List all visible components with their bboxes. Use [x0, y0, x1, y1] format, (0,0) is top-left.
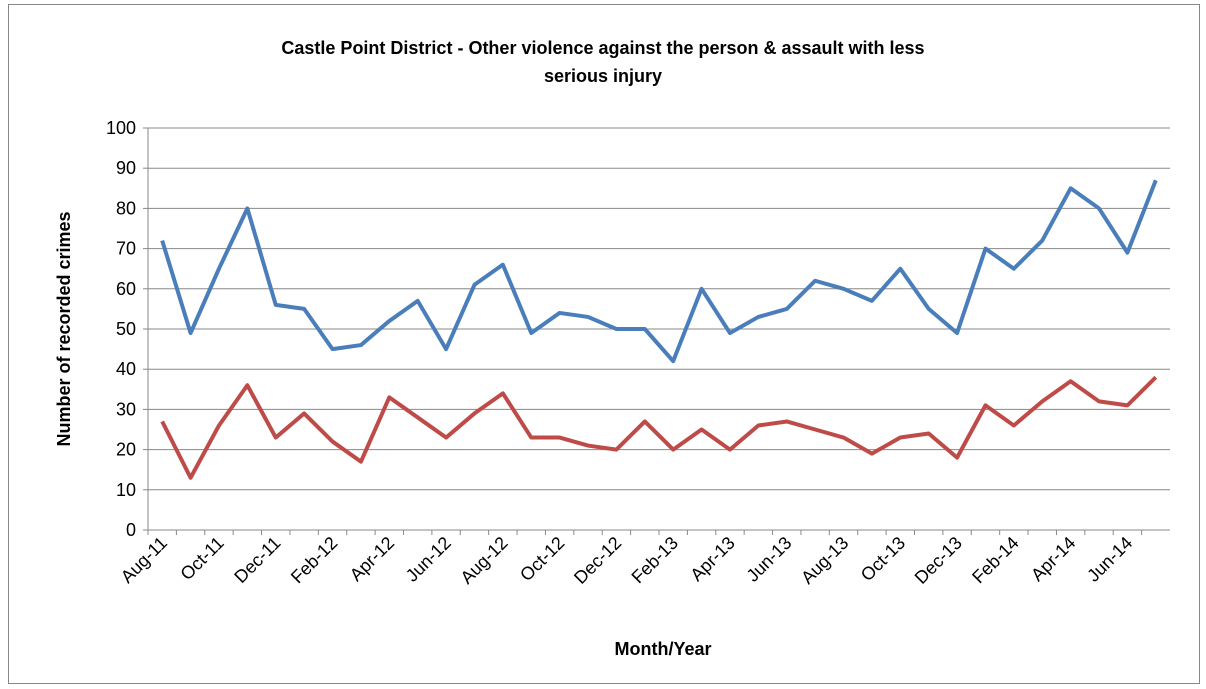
chart-frame — [8, 4, 1200, 684]
y-tick-label: 70 — [116, 239, 136, 259]
y-tick-label: 30 — [116, 399, 136, 419]
y-tick-label: 60 — [116, 279, 136, 299]
x-tick-label: Oct-13 — [857, 533, 909, 585]
x-tick-label: Aug-12 — [457, 533, 512, 588]
y-tick-label: 80 — [116, 198, 136, 218]
x-tick-label: Feb-14 — [968, 533, 1022, 587]
y-tick-label: 40 — [116, 359, 136, 379]
y-tick-label: 90 — [116, 158, 136, 178]
line-series — [160, 179, 1158, 364]
x-tick-label: Oct-11 — [176, 533, 227, 584]
y-tick-label: 10 — [116, 480, 136, 500]
x-tick-label: Jun-12 — [402, 533, 455, 586]
y-tick-label: 50 — [116, 319, 136, 339]
x-tick-label: Oct-12 — [516, 533, 568, 585]
x-tick-label: Dec-12 — [570, 533, 625, 588]
y-axis-label: Number of recorded crimes — [54, 211, 74, 446]
x-tick-label: Feb-13 — [628, 533, 682, 587]
x-tick-label: Aug-11 — [117, 533, 171, 587]
x-tick-label: Jun-13 — [743, 533, 796, 586]
y-tick-label: 100 — [106, 118, 136, 138]
x-tick-label: Dec-13 — [911, 533, 966, 588]
x-tick-label: Jun-14 — [1083, 533, 1136, 586]
y-tick-label: 0 — [126, 520, 136, 540]
line-series — [160, 375, 1158, 480]
x-tick-label: Apr-12 — [346, 533, 398, 585]
x-axis-label: Month/Year — [614, 639, 711, 659]
x-tick-label: Dec-11 — [230, 533, 284, 587]
x-tick-label: Feb-12 — [287, 533, 341, 587]
y-tick-label: 20 — [116, 440, 136, 460]
x-tick-label: Apr-13 — [686, 533, 738, 585]
x-tick-label: Apr-14 — [1027, 533, 1079, 585]
chart-title: Castle Point District - Other violence a… — [281, 38, 925, 86]
x-tick-label: Aug-13 — [797, 533, 852, 588]
